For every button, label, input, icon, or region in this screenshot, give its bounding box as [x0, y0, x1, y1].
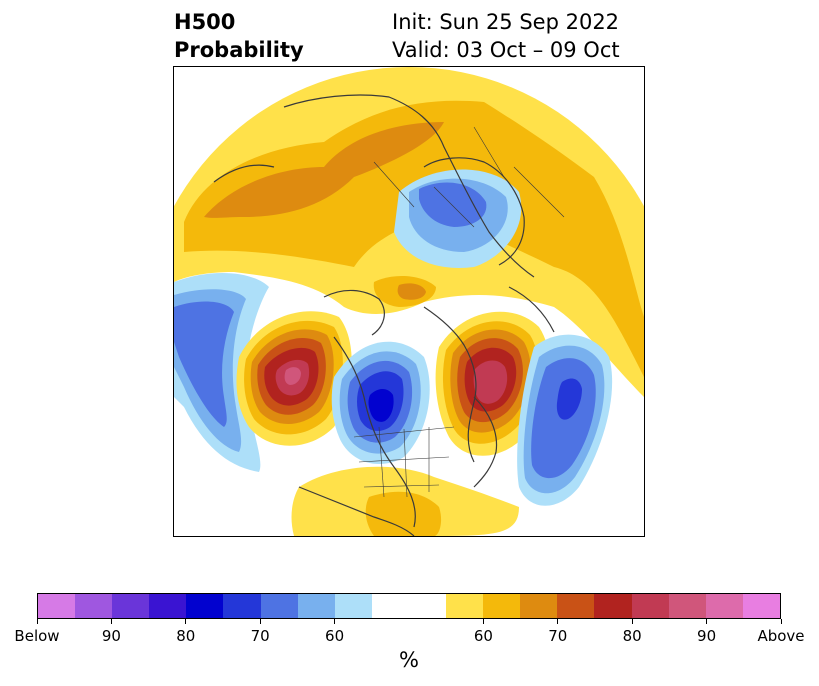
- valid-range: Valid: 03 Oct – 09 Oct: [392, 38, 620, 62]
- colorbar-tick-label: 70: [250, 627, 270, 645]
- colorbar-segment: [186, 594, 224, 618]
- above-ring-70: [204, 122, 444, 218]
- above-alaska-90: [284, 367, 301, 385]
- colorbar-segment: [112, 594, 150, 618]
- colorbar-segment: [223, 594, 261, 618]
- colorbar-tick-label: 70: [548, 627, 568, 645]
- colorbar-tick-label: 90: [101, 627, 121, 645]
- colorbar-unit-label: %: [399, 648, 419, 672]
- chart-title: H500 Probability: [174, 8, 304, 64]
- colorbar-tick-label: 60: [325, 627, 345, 645]
- colorbar-segment: [149, 594, 187, 618]
- colorbar-segment: [483, 594, 521, 618]
- below-atlantic-75: [556, 378, 582, 420]
- colorbar-segment: [334, 594, 372, 618]
- colorbar-segment: [371, 594, 409, 618]
- colorbar-tick-label: 60: [473, 627, 493, 645]
- coastlines: [213, 94, 555, 536]
- country-borders: [353, 126, 565, 498]
- above-ecanada-85: [473, 360, 508, 404]
- colorbar: [37, 593, 781, 619]
- variable-label: H500: [174, 10, 236, 34]
- colorbar-tick-mark: [185, 619, 187, 624]
- colorbar-tick-mark: [334, 619, 336, 624]
- colorbar-segment: [520, 594, 558, 618]
- colorbar-tick-mark: [557, 619, 559, 624]
- colorbar-tick-label: 90: [697, 627, 717, 645]
- colorbar-tick-mark: [631, 619, 633, 624]
- colorbar-tick-label: Below: [14, 627, 60, 645]
- above-mexico-65: [365, 491, 442, 536]
- colorbar-segment: [260, 594, 298, 618]
- colorbar-segment: [75, 594, 113, 618]
- colorbar-segment: [742, 594, 780, 618]
- colorbar-tick-mark: [706, 619, 708, 624]
- colorbar-tick-mark: [110, 619, 112, 624]
- chart-dates: Init: Sun 25 Sep 2022 Valid: 03 Oct – 09…: [392, 8, 620, 64]
- below-pacific-70: [174, 301, 234, 427]
- init-date: Init: Sun 25 Sep 2022: [392, 10, 620, 34]
- probability-map: [173, 66, 645, 537]
- colorbar-tick-mark: [482, 619, 484, 624]
- colorbar-segment: [38, 594, 76, 618]
- map-canvas: [174, 67, 644, 536]
- colorbar-segment: [705, 594, 743, 618]
- colorbar-tick-mark: [259, 619, 261, 624]
- colorbar-tick-label: Above: [757, 627, 805, 645]
- colorbar-tick-label: 80: [622, 627, 642, 645]
- colorbar-segment: [408, 594, 447, 618]
- below-arctic-70: [419, 182, 487, 227]
- colorbar-tick-mark: [36, 619, 38, 624]
- colorbar-tick-label: 80: [176, 627, 196, 645]
- colorbar-segment: [594, 594, 632, 618]
- colorbar-segment: [668, 594, 706, 618]
- colorbar-segment: [297, 594, 335, 618]
- above-arctic-70: [397, 283, 426, 300]
- below-na-80: [368, 389, 394, 422]
- colorbar-segment: [631, 594, 669, 618]
- product-label: Probability: [174, 38, 304, 62]
- colorbar-segment: [446, 594, 484, 618]
- colorbar-segment: [557, 594, 595, 618]
- colorbar-tick-mark: [780, 619, 782, 624]
